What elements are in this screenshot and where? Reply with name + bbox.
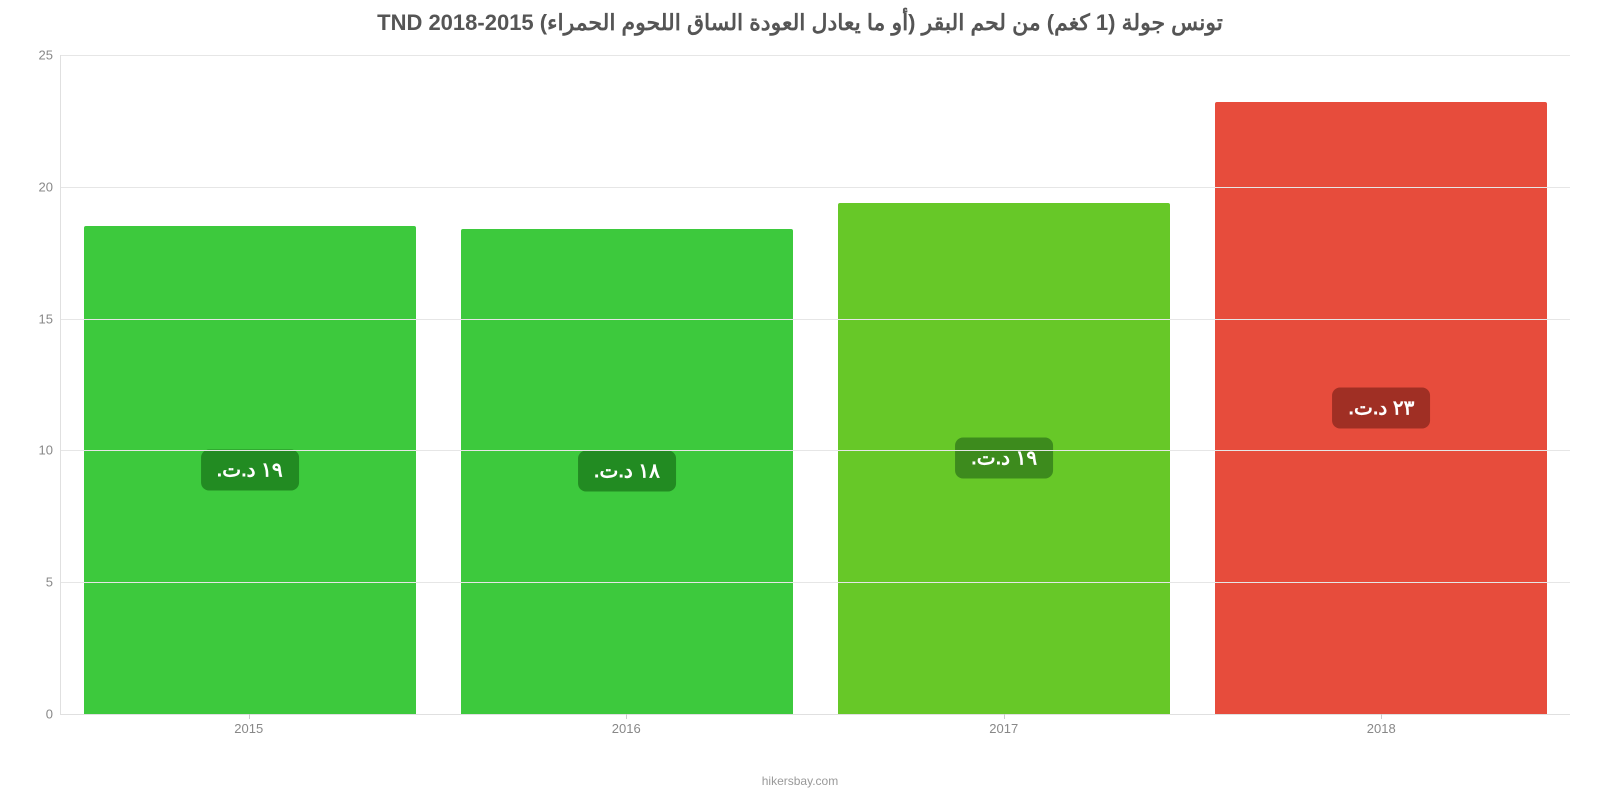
- y-tick-label: 25: [21, 48, 53, 63]
- bar-slot: ٢٣ د.ت.: [1193, 55, 1570, 714]
- chart-title: تونس جولة (1 كغم) من لحم البقر (أو ما يع…: [0, 0, 1600, 36]
- bar-value-label: ١٩ د.ت.: [201, 450, 299, 491]
- bars-container: ١٩ د.ت. ١٨ د.ت. ١٩ د.ت. ٢٣ د.ت.: [61, 55, 1570, 714]
- bar-slot: ١٨ د.ت.: [438, 55, 815, 714]
- gridline: [61, 187, 1570, 188]
- bar-value-label: ١٨ د.ت.: [578, 451, 676, 492]
- bar: ٢٣ د.ت.: [1215, 102, 1547, 714]
- bar-slot: ١٩ د.ت.: [816, 55, 1193, 714]
- y-tick-label: 15: [21, 311, 53, 326]
- x-tick-label: 2017: [815, 715, 1193, 740]
- gridline: [61, 582, 1570, 583]
- gridline: [61, 450, 1570, 451]
- attribution: hikersbay.com: [0, 774, 1600, 788]
- plot-region: ١٩ د.ت.١٨ د.ت.١٩ د.ت.٢٣ د.ت. 0510152025: [60, 55, 1570, 715]
- y-tick-label: 0: [21, 707, 53, 722]
- bar-value-label: ١٩ د.ت.: [955, 438, 1053, 479]
- y-tick-label: 10: [21, 443, 53, 458]
- x-tick-label: 2018: [1193, 715, 1571, 740]
- x-tick-label: 2015: [60, 715, 438, 740]
- bar: ١٩ د.ت.: [838, 203, 1170, 714]
- bar-value-label: ٢٣ د.ت.: [1332, 388, 1430, 429]
- bar: ١٩ د.ت.: [84, 226, 416, 714]
- chart-area: ١٩ د.ت.١٨ د.ت.١٩ د.ت.٢٣ د.ت. 0510152025 …: [60, 55, 1570, 740]
- y-tick-label: 5: [21, 575, 53, 590]
- x-axis: 2015201620172018: [60, 715, 1570, 740]
- gridline: [61, 55, 1570, 56]
- y-tick-label: 20: [21, 179, 53, 194]
- gridline: [61, 319, 1570, 320]
- x-tick-label: 2016: [438, 715, 816, 740]
- bar: ١٨ د.ت.: [461, 229, 793, 714]
- bar-slot: ١٩ د.ت.: [61, 55, 438, 714]
